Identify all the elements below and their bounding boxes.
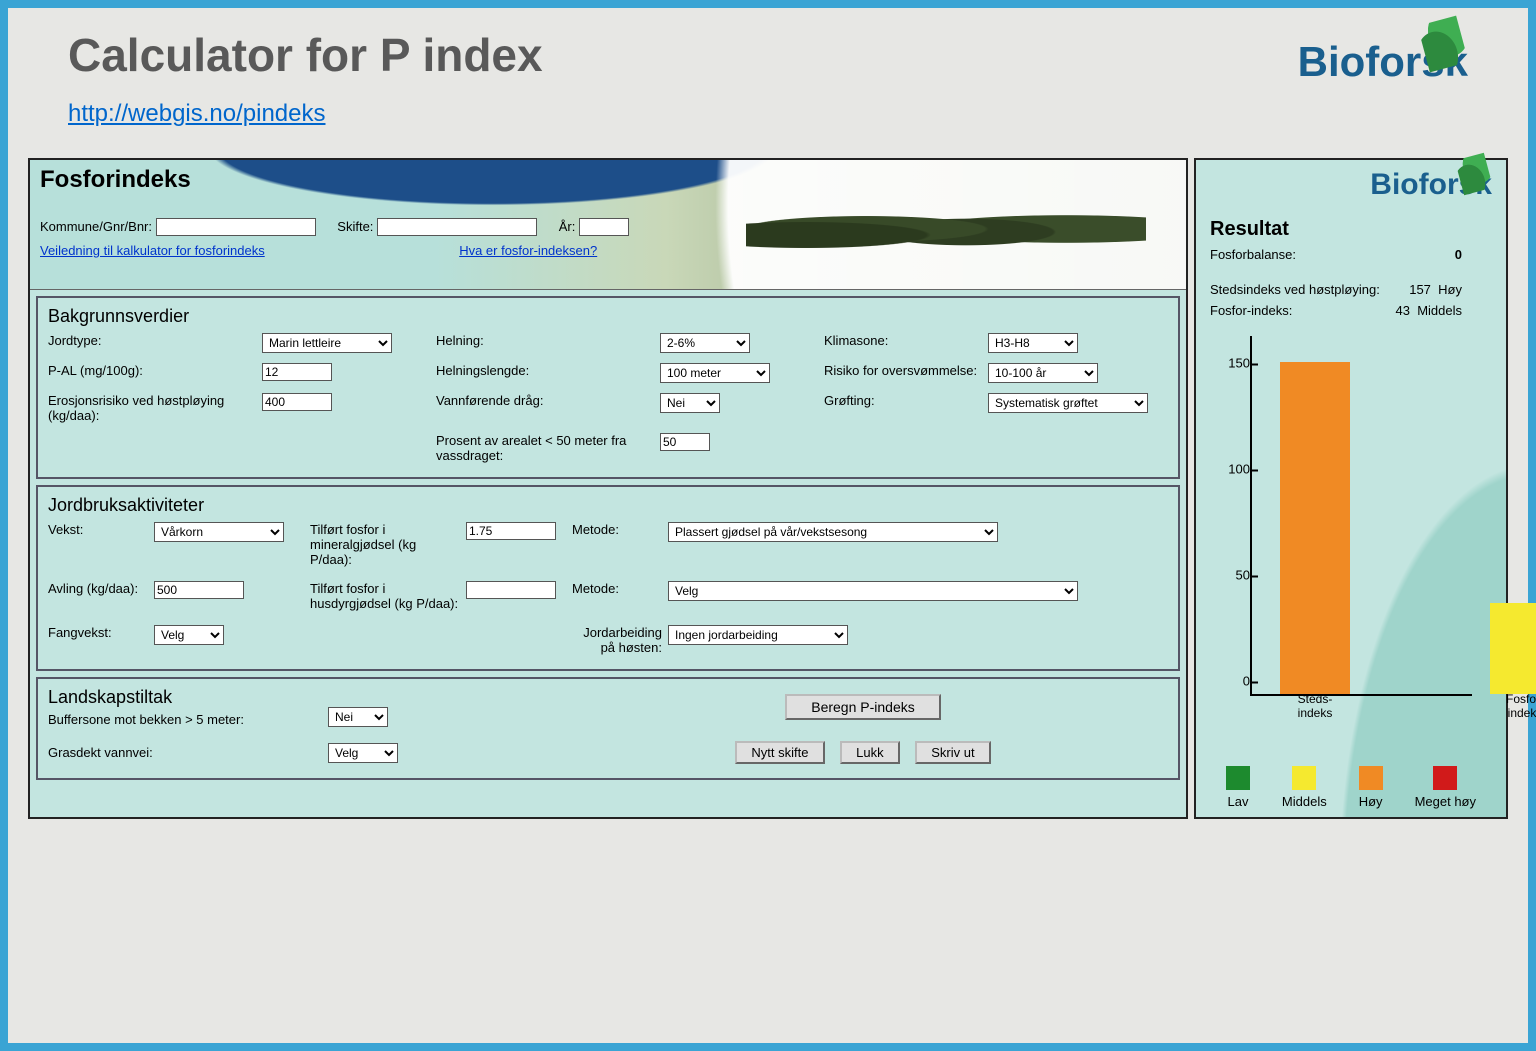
- mineral-input[interactable]: [466, 522, 556, 540]
- section-bakgrunn: Bakgrunnsverdier Jordtype: Marin lettlei…: [36, 296, 1180, 479]
- bioforsk-logo-small: Bioforsk: [1370, 168, 1492, 202]
- husdyr-input[interactable]: [466, 581, 556, 599]
- banner-title: Fosforindeks: [40, 166, 1176, 194]
- legend-item: Lav: [1226, 766, 1250, 809]
- section-jordbruk-title: Jordbruksaktiviteter: [48, 495, 1168, 516]
- grofting-select[interactable]: Systematisk grøftet: [988, 393, 1148, 413]
- vekst-label: Vekst:: [48, 522, 148, 537]
- nytt-skifte-button[interactable]: Nytt skifte: [735, 741, 824, 764]
- help-link-guide[interactable]: Veiledning til kalkulator for fosforinde…: [40, 243, 265, 258]
- husdyr-label: Tilført fosfor i husdyrgjødsel (kg P/daa…: [310, 581, 460, 611]
- result-panel: Bioforsk Resultat Fosforbalanse: 0 Steds…: [1194, 158, 1508, 819]
- page-title: Calculator for P index: [68, 28, 1468, 82]
- skifte-label: Skifte:: [337, 219, 373, 234]
- legend-item: Meget høy: [1415, 766, 1476, 809]
- bioforsk-logo-top: Bioforsk: [1298, 38, 1468, 86]
- jordtype-select[interactable]: Marin lettleire: [262, 333, 392, 353]
- chart-ytick: 100: [1210, 462, 1250, 477]
- metode1-label: Metode:: [572, 522, 662, 537]
- fosforindeks-label: Fosfor-indeks:: [1210, 303, 1292, 318]
- chart-bar: [1490, 603, 1536, 694]
- beregn-button[interactable]: Beregn P-indeks: [785, 694, 941, 720]
- grasdekt-select[interactable]: Velg: [328, 743, 398, 763]
- legend-label: Middels: [1282, 794, 1327, 809]
- klimasone-select[interactable]: H3-H8: [988, 333, 1078, 353]
- buffer-label: Buffersone mot bekken > 5 meter:: [48, 712, 244, 727]
- chart-ytick: 50: [1210, 568, 1250, 583]
- aar-input[interactable]: [579, 218, 629, 236]
- avling-label: Avling (kg/daa):: [48, 581, 148, 596]
- klimasone-label: Klimasone:: [824, 333, 984, 348]
- legend-label: Meget høy: [1415, 794, 1476, 809]
- result-title: Resultat: [1210, 218, 1492, 241]
- legend-label: Høy: [1359, 794, 1383, 809]
- buffer-select[interactable]: Nei: [328, 707, 388, 727]
- chart-bar-label: Fosfor-indeks: [1475, 692, 1536, 720]
- vannforende-select[interactable]: Nei: [660, 393, 720, 413]
- fosforbalanse-label: Fosforbalanse:: [1210, 247, 1296, 262]
- erosjon-input[interactable]: [262, 393, 332, 411]
- legend-swatch: [1226, 766, 1250, 790]
- legend-swatch: [1292, 766, 1316, 790]
- legend-label: Lav: [1226, 794, 1250, 809]
- page-link[interactable]: http://webgis.no/pindeks: [68, 100, 326, 128]
- metode2-label: Metode:: [572, 581, 662, 596]
- grofting-label: Grøfting:: [824, 393, 984, 408]
- chart-bar: [1280, 362, 1350, 694]
- fosforbalanse-value: 0: [1455, 247, 1462, 262]
- section-bakgrunn-title: Bakgrunnsverdier: [48, 306, 1168, 327]
- legend-swatch: [1359, 766, 1383, 790]
- aar-label: År:: [559, 219, 576, 234]
- form-panel: Fosforindeks Kommune/Gnr/Bnr: Skifte: År…: [28, 158, 1188, 819]
- risiko-label: Risiko for oversvømmelse:: [824, 363, 984, 378]
- stedsindeks-label: Stedsindeks ved høstpløying:: [1210, 282, 1380, 297]
- grasdekt-label: Grasdekt vannvei:: [48, 745, 328, 760]
- chart-ytick: 0: [1210, 674, 1250, 689]
- fangvekst-select[interactable]: Velg: [154, 625, 224, 645]
- kommune-input[interactable]: [156, 218, 316, 236]
- lukk-button[interactable]: Lukk: [840, 741, 899, 764]
- legend-swatch: [1433, 766, 1457, 790]
- vannforende-label: Vannførende dråg:: [436, 393, 656, 408]
- kommune-label: Kommune/Gnr/Bnr:: [40, 219, 152, 234]
- chart-ytick: 150: [1210, 356, 1250, 371]
- helning-select[interactable]: 2-6%: [660, 333, 750, 353]
- pal-label: P-AL (mg/100g):: [48, 363, 258, 378]
- banner: Fosforindeks Kommune/Gnr/Bnr: Skifte: År…: [30, 160, 1186, 290]
- vekst-select[interactable]: Vårkorn: [154, 522, 284, 542]
- help-link-what[interactable]: Hva er fosfor-indeksen?: [459, 243, 597, 258]
- result-chart: 050100150Steds-indeksFosfor-indeks: [1210, 336, 1492, 716]
- legend-item: Høy: [1359, 766, 1383, 809]
- helninglengde-select[interactable]: 100 meter: [660, 363, 770, 383]
- chart-bar-label: Steds-indeks: [1265, 692, 1365, 720]
- section-landskap-title: Landskapstiltak: [48, 687, 328, 708]
- section-jordbruk: Jordbruksaktiviteter Vekst: Vårkorn Tilf…: [36, 485, 1180, 671]
- metode2-select[interactable]: Velg: [668, 581, 1078, 601]
- fosforindeks-class: Middels: [1417, 303, 1462, 318]
- fosforindeks-value: 43: [1396, 303, 1410, 318]
- fangvekst-label: Fangvekst:: [48, 625, 148, 640]
- jordtype-label: Jordtype:: [48, 333, 258, 348]
- stedsindeks-value: 157: [1409, 282, 1431, 297]
- section-landskap: Landskapstiltak Buffersone mot bekken > …: [36, 677, 1180, 780]
- avling-input[interactable]: [154, 581, 244, 599]
- legend: Lav Middels Høy Meget høy: [1210, 766, 1492, 809]
- prosent-input[interactable]: [660, 433, 710, 451]
- prosent-label: Prosent av arealet < 50 meter fra vassdr…: [436, 433, 656, 463]
- mineral-label: Tilført fosfor i mineralgjødsel (kg P/da…: [310, 522, 460, 567]
- jordarbeiding-label: Jordarbeiding på høsten:: [572, 625, 662, 655]
- metode1-select[interactable]: Plassert gjødsel på vår/vekstsesong: [668, 522, 998, 542]
- erosjon-label: Erosjonsrisiko ved høstpløying (kg/daa):: [48, 393, 258, 423]
- stedsindeks-class: Høy: [1438, 282, 1462, 297]
- skriv-ut-button[interactable]: Skriv ut: [915, 741, 990, 764]
- legend-item: Middels: [1282, 766, 1327, 809]
- helning-label: Helning:: [436, 333, 656, 348]
- helninglengde-label: Helningslengde:: [436, 363, 656, 378]
- skifte-input[interactable]: [377, 218, 537, 236]
- jordarbeiding-select[interactable]: Ingen jordarbeiding: [668, 625, 848, 645]
- risiko-select[interactable]: 10-100 år: [988, 363, 1098, 383]
- pal-input[interactable]: [262, 363, 332, 381]
- page-header: Calculator for P index http://webgis.no/…: [8, 8, 1528, 138]
